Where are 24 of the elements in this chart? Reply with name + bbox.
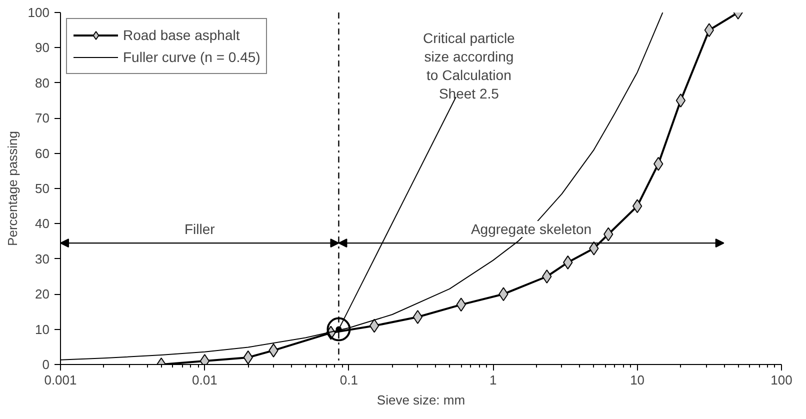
y-tick-label: 20 (35, 286, 50, 302)
y-tick-label: 10 (35, 322, 50, 337)
x-tick-label: 0.001 (44, 372, 77, 388)
y-tick-label: 60 (35, 146, 50, 161)
y-tick-label: 80 (35, 75, 50, 90)
x-tick-label: 0.01 (192, 372, 218, 388)
x-tick-label: 1 (489, 372, 497, 388)
legend-label: Road base asphalt (123, 26, 240, 44)
x-axis-title: Sieve size: mm (376, 392, 466, 408)
y-tick-label: 90 (35, 40, 50, 56)
annotation: Critical particle size according to Calculation Sheet 2.5 (423, 30, 516, 102)
y-tick-label: 40 (35, 216, 50, 232)
annotation: Filler (184, 221, 216, 238)
y-tick-label: 100 (28, 5, 50, 20)
x-tick-label: 10 (630, 372, 645, 388)
y-tick-label: 70 (35, 110, 50, 126)
x-tick-label: 100 (770, 372, 792, 388)
y-tick-label: 0 (42, 357, 50, 372)
annotation: Aggregate skeleton (470, 221, 592, 238)
y-tick-label: 30 (35, 251, 50, 266)
y-tick-label: 50 (35, 181, 50, 196)
x-tick-label: 0.1 (340, 372, 358, 388)
legend-label: Fuller curve (n = 0.45) (123, 48, 260, 66)
y-axis-title: Percentage passing (4, 131, 20, 246)
